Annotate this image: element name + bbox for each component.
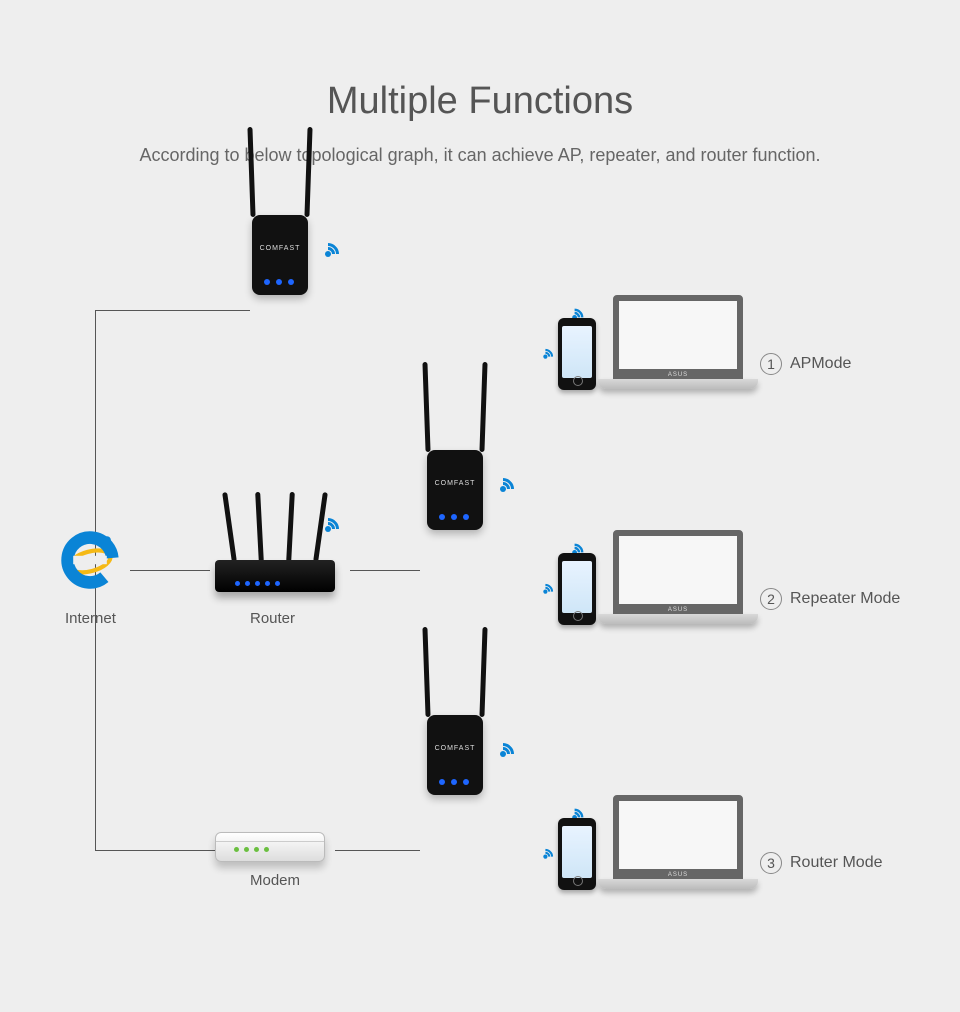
mode-text: APMode [790, 355, 851, 373]
topology-line [130, 570, 210, 571]
modem-device [215, 832, 325, 862]
mode-number: 2 [760, 588, 782, 610]
router-device [215, 560, 335, 592]
mode-label: 1 APMode [760, 353, 851, 375]
modem-label: Modem [250, 872, 300, 889]
wifi-icon [325, 235, 347, 257]
laptop-device: ASUS [598, 295, 758, 389]
internet-label: Internet [65, 610, 116, 627]
page-title: Multiple Functions [0, 80, 960, 123]
mode-number: 1 [760, 353, 782, 375]
mode-label: 3 Router Mode [760, 852, 883, 874]
wifi-icon [543, 578, 558, 593]
laptop-device: ASUS [598, 795, 758, 889]
device-brand: COMFAST [427, 480, 483, 487]
device-brand: COMFAST [427, 745, 483, 752]
repeater-device: COMFAST [420, 715, 490, 795]
mode-text: Repeater Mode [790, 590, 900, 608]
wifi-icon [543, 343, 558, 358]
wifi-icon [325, 510, 347, 532]
wifi-icon [543, 843, 558, 858]
mode-label: 2 Repeater Mode [760, 588, 900, 610]
topology-line [350, 570, 420, 571]
smartphone-device [558, 553, 596, 625]
repeater-device: COMFAST [420, 450, 490, 530]
topology-line [95, 310, 250, 311]
smartphone-device [558, 818, 596, 890]
topology-line [95, 850, 215, 851]
laptop-brand: ASUS [619, 372, 737, 378]
internet-icon [55, 525, 125, 595]
laptop-brand: ASUS [619, 607, 737, 613]
wifi-icon [500, 470, 522, 492]
smartphone-device [558, 318, 596, 390]
mode-number: 3 [760, 852, 782, 874]
mode-text: Router Mode [790, 854, 883, 872]
page-subtitle: According to below topological graph, it… [0, 145, 960, 166]
laptop-brand: ASUS [619, 872, 737, 878]
router-label: Router [250, 610, 295, 627]
device-brand: COMFAST [252, 245, 308, 252]
laptop-device: ASUS [598, 530, 758, 624]
wifi-icon [500, 735, 522, 757]
topology-line [335, 850, 420, 851]
repeater-device: COMFAST [245, 215, 315, 295]
